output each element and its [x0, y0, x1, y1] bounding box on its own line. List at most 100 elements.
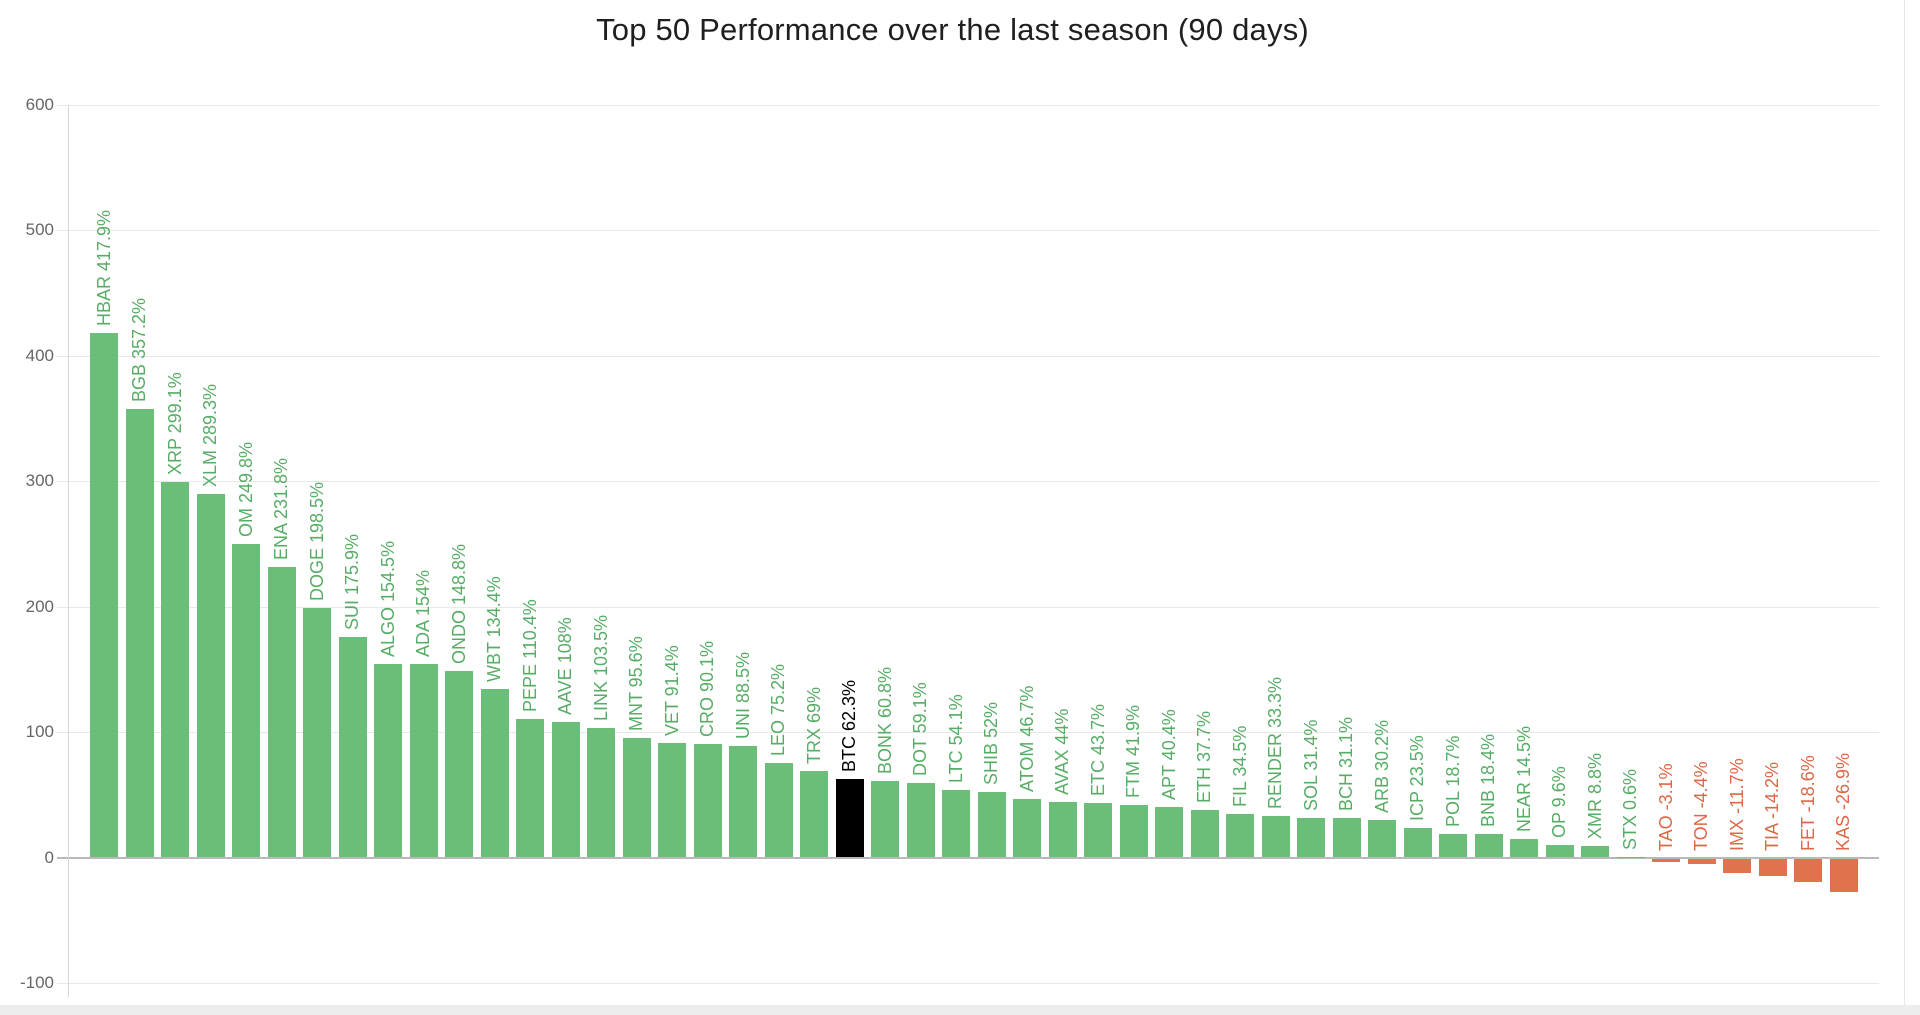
- bar-label-CRO: CRO 90.1%: [697, 641, 717, 738]
- bar-label-TAO: TAO -3.1%: [1655, 762, 1676, 851]
- bar-ETH: [1190, 810, 1219, 858]
- bar-ADA: [409, 664, 438, 858]
- chart-title: Top 50 Performance over the last season …: [596, 12, 1309, 47]
- y-tick-label: 200: [25, 596, 54, 616]
- bar-SUI: [338, 636, 367, 858]
- bar-XLM: [196, 494, 225, 858]
- bar-label-MNT: MNT 95.6%: [626, 635, 646, 731]
- bar-label-XLM: XLM 289.3%: [200, 384, 220, 488]
- bar-TIA: [1758, 858, 1787, 877]
- bar-DOGE: [303, 608, 331, 858]
- bar-ICP: [1403, 828, 1432, 858]
- bar-label-BNB: BNB 18.4%: [1478, 734, 1498, 828]
- y-gridline: [57, 983, 1879, 984]
- bar-XRP: [161, 482, 189, 858]
- bar-label-OM: OM 249.8%: [235, 441, 256, 537]
- bar-STX: [1616, 856, 1645, 858]
- bar-LTC: [942, 789, 970, 858]
- bar-MNT: [622, 737, 651, 858]
- bar-ARB: [1368, 819, 1396, 858]
- bar-label-PEPE: PEPE 110.4%: [519, 599, 540, 712]
- bar-label-ALGO: ALGO 154.5%: [377, 540, 398, 657]
- bar-label-IMX: IMX -11.7%: [1726, 757, 1747, 851]
- y-tick-label: 500: [25, 220, 54, 239]
- bar-label-DOGE: DOGE 198.5%: [306, 482, 327, 602]
- bar-label-RENDER: RENDER 33.3%: [1265, 676, 1285, 809]
- bar-label-FTM: FTM 41.9%: [1123, 704, 1143, 798]
- bar-BTC: [835, 779, 864, 858]
- bar-label-ICP: ICP 23.5%: [1407, 735, 1427, 821]
- bar-WBT: [480, 688, 509, 858]
- bar-label-BTC: BTC 62.3%: [839, 680, 859, 773]
- bar-VET: [658, 742, 686, 858]
- bar-FET: [1794, 858, 1822, 882]
- y-tick-label: 300: [25, 471, 54, 490]
- y-gridline: [57, 230, 1879, 231]
- y-tick-label: 100: [25, 722, 54, 741]
- bar-ENA: [267, 566, 296, 858]
- bar-label-AAVE: AAVE 108%: [555, 617, 575, 715]
- bar-label-WBT: WBT 134.4%: [484, 576, 504, 682]
- zero-gridline: [57, 856, 1879, 859]
- bar-DOT: [906, 783, 935, 858]
- y-gridline: [57, 732, 1879, 733]
- bar-label-AVAX: AVAX 44%: [1052, 708, 1072, 796]
- bar-label-BCH: BCH 31.1%: [1336, 717, 1356, 812]
- bar-AVAX: [1048, 802, 1077, 858]
- bar-BCH: [1332, 818, 1361, 858]
- bar-label-BGB: BGB 357.2%: [129, 298, 149, 403]
- bar-OM: [232, 544, 260, 858]
- bar-RENDER: [1261, 815, 1290, 858]
- bar-TON: [1687, 858, 1716, 865]
- bar-OP: [1545, 845, 1574, 858]
- bar-label-FIL: FIL 34.5%: [1229, 725, 1250, 808]
- bar-IMX: [1723, 858, 1751, 874]
- bar-label-ETH: ETH 37.7%: [1194, 711, 1214, 804]
- bar-ETC: [1084, 802, 1112, 858]
- bar-label-POL: POL 18.7%: [1442, 735, 1463, 828]
- bar-NEAR: [1510, 839, 1538, 858]
- y-axis-line: [68, 104, 69, 997]
- bar-label-TIA: TIA -14.2%: [1762, 761, 1782, 851]
- bar-BGB: [125, 409, 154, 858]
- bar-UNI: [729, 746, 757, 858]
- bar-label-ENA: ENA 231.8%: [271, 457, 291, 560]
- y-gridline: [57, 104, 1879, 106]
- bar-FIL: [1226, 814, 1254, 858]
- bar-ALGO: [374, 663, 402, 858]
- bar-label-ONDO: ONDO 148.8%: [448, 543, 469, 664]
- bar-SOL: [1297, 818, 1325, 858]
- bar-label-SUI: SUI 175.9%: [342, 533, 362, 630]
- bar-label-FET: FET -18.6%: [1797, 754, 1818, 851]
- bar-label-OP: OP 9.6%: [1549, 766, 1569, 839]
- bar-BONK: [871, 781, 899, 858]
- bar-TAO: [1652, 858, 1680, 863]
- bar-CRO: [693, 744, 722, 858]
- bar-label-ARB: ARB 30.2%: [1371, 719, 1392, 813]
- bar-label-XRP: XRP 299.1%: [164, 372, 185, 476]
- canvas-right-border: [1904, 0, 1905, 1005]
- bar-LINK: [587, 727, 615, 858]
- bar-label-ETC: ETC 43.7%: [1087, 703, 1108, 796]
- y-gridline: [57, 481, 1879, 482]
- bar-label-KAS: KAS -26.9%: [1833, 752, 1853, 851]
- bar-label-LINK: LINK 103.5%: [590, 614, 611, 721]
- bar-TRX: [800, 770, 828, 858]
- bar-label-HBAR: HBAR 417.9%: [93, 209, 114, 327]
- bar-SHIB: [977, 792, 1006, 858]
- y-gridline: [57, 606, 1879, 608]
- bar-label-NEAR: NEAR 14.5%: [1513, 726, 1534, 833]
- y-tick-label: 600: [25, 94, 54, 114]
- bar-KAS: [1829, 858, 1858, 893]
- bar-label-TRX: TRX 69%: [803, 686, 824, 764]
- bar-ONDO: [445, 670, 473, 858]
- bar-BNB: [1474, 834, 1503, 858]
- bar-label-XMR: XMR 8.8%: [1584, 753, 1605, 840]
- y-tick-label: 0: [44, 847, 54, 867]
- bar-label-STX: STX 0.6%: [1620, 768, 1640, 850]
- bar-FTM: [1119, 804, 1148, 858]
- bar-label-UNI: UNI 88.5%: [732, 652, 753, 740]
- bar-label-VET: VET 91.4%: [661, 645, 682, 736]
- bar-label-LTC: LTC 54.1%: [945, 693, 966, 783]
